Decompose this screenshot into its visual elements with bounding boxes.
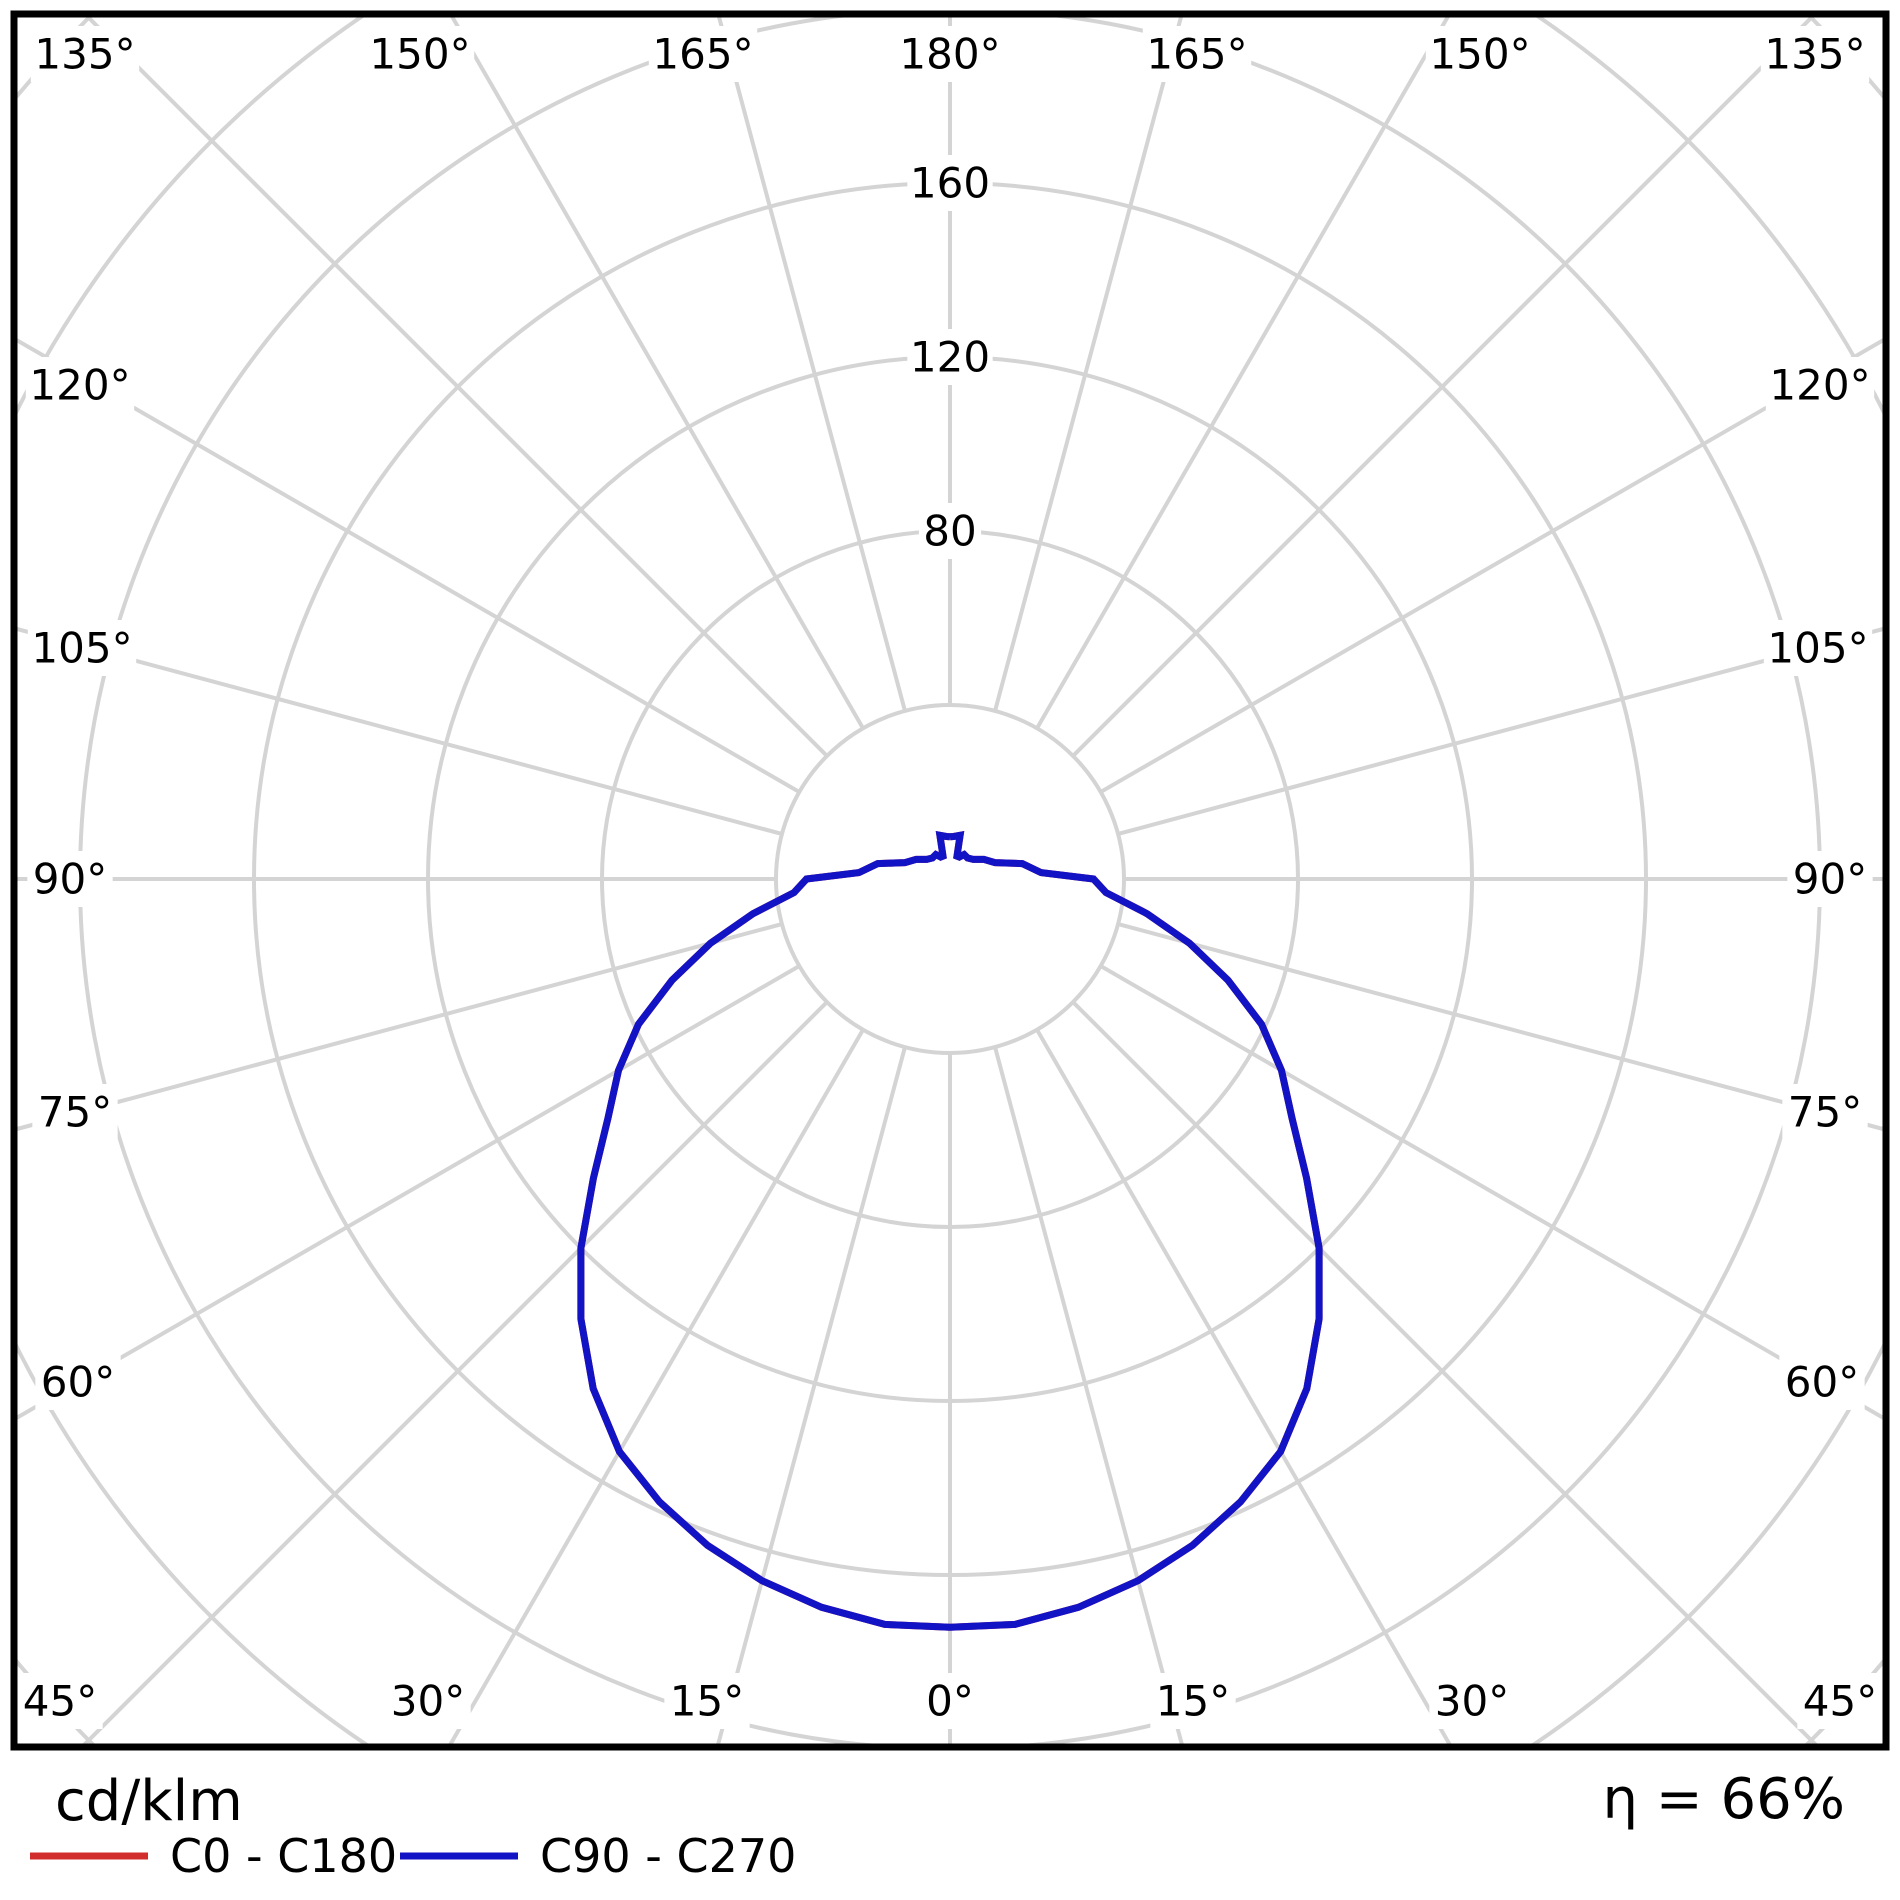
angle-label-0-23-bg bbox=[918, 1673, 982, 1729]
grid-ray-105 bbox=[1117, 626, 1883, 836]
angle-label-0-23: 0° bbox=[926, 1677, 974, 1726]
angle-label-135-5-bg bbox=[30, 26, 140, 82]
angle-label-30-20: 30° bbox=[1435, 1677, 1509, 1726]
angle-label-60-16: 60° bbox=[1785, 1358, 1859, 1407]
legend-label-c90-c270: C90 - C270 bbox=[540, 1829, 796, 1883]
angle-label-45-18-bg bbox=[1797, 1673, 1883, 1729]
angle-label-75-13: 75° bbox=[38, 1088, 112, 1137]
angle-label-90-12-bg bbox=[1787, 851, 1873, 907]
angle-label-180-0: 180° bbox=[899, 30, 1000, 79]
angle-label-165-1-bg bbox=[648, 26, 758, 82]
angle-label-60-16-bg bbox=[1779, 1354, 1865, 1410]
angle-label-150-4: 150° bbox=[1429, 30, 1530, 79]
grid-ray-285 bbox=[17, 922, 783, 1132]
angle-label-75-13-bg bbox=[32, 1084, 118, 1140]
efficiency-label: η = 66% bbox=[1603, 1767, 1845, 1832]
angle-label-105-10-bg bbox=[1763, 620, 1873, 676]
grid-ray-255 bbox=[17, 626, 783, 836]
angle-label-15-22: 15° bbox=[1156, 1677, 1230, 1726]
angle-label-90-11: 90° bbox=[33, 855, 107, 904]
angle-label-120-8-bg bbox=[1765, 357, 1875, 413]
angle-label-135-6-bg bbox=[1760, 26, 1870, 82]
radial-tick-160-bg bbox=[907, 155, 993, 211]
grid-ray-240 bbox=[17, 338, 801, 794]
intensity-curves bbox=[577, 830, 1323, 1631]
angle-label-15-22-bg bbox=[1150, 1673, 1236, 1729]
angle-label-150-4-bg bbox=[1425, 26, 1535, 82]
grid-labels: 80 120 160 180° 165° 165° 150° 150° 135° 135° 120°… bbox=[17, 26, 1883, 1729]
angle-label-135-5: 135° bbox=[34, 30, 135, 79]
angle-label-15-21-bg bbox=[664, 1673, 750, 1729]
grid-ray-300 bbox=[17, 964, 801, 1420]
footer: cd/klm η = 66% C0 - C180 C90 - C270 bbox=[30, 1767, 1845, 1883]
curve-c90-c270 bbox=[577, 830, 1323, 1631]
angle-label-165-1: 165° bbox=[652, 30, 753, 79]
angle-label-120-7: 120° bbox=[29, 361, 130, 410]
angle-label-15-21: 15° bbox=[670, 1677, 744, 1726]
angle-label-75-14-bg bbox=[1782, 1084, 1868, 1140]
radial-tick-120: 120 bbox=[910, 333, 990, 382]
angle-label-30-19-bg bbox=[385, 1673, 471, 1729]
angle-label-150-3: 150° bbox=[369, 30, 470, 79]
angle-label-165-2-bg bbox=[1142, 26, 1252, 82]
grid-ray-315 bbox=[82, 1000, 829, 1744]
angle-label-45-17: 45° bbox=[23, 1677, 97, 1726]
grid-ray-45 bbox=[1071, 1000, 1818, 1744]
grid-ray-330 bbox=[448, 1028, 865, 1744]
angle-label-180-0-bg bbox=[895, 26, 1005, 82]
grid-ray-15 bbox=[993, 1046, 1184, 1744]
angle-label-60-15: 60° bbox=[41, 1358, 115, 1407]
grid-ray-165 bbox=[993, 17, 1184, 712]
radial-tick-80: 80 bbox=[923, 507, 976, 556]
radial-tick-160: 160 bbox=[910, 159, 990, 208]
radial-tick-80-bg bbox=[918, 503, 982, 559]
angle-label-165-2: 165° bbox=[1146, 30, 1247, 79]
grid-ray-210 bbox=[450, 17, 865, 730]
grid-ray-195 bbox=[716, 17, 907, 712]
plot-frame bbox=[10, 10, 1890, 1751]
grid-ray-60 bbox=[1099, 964, 1883, 1420]
angle-label-120-8: 120° bbox=[1769, 361, 1870, 410]
angle-label-45-17-bg bbox=[17, 1673, 103, 1729]
angle-label-150-3-bg bbox=[365, 26, 475, 82]
angle-label-75-14: 75° bbox=[1788, 1088, 1862, 1137]
angle-label-45-18: 45° bbox=[1803, 1677, 1877, 1726]
grid-ray-150 bbox=[1035, 17, 1450, 730]
angle-label-105-9: 105° bbox=[31, 624, 132, 673]
angle-label-135-6: 135° bbox=[1764, 30, 1865, 79]
angle-label-30-20-bg bbox=[1429, 1673, 1515, 1729]
units-label: cd/klm bbox=[55, 1769, 243, 1834]
angle-label-30-19: 30° bbox=[391, 1677, 465, 1726]
grid-ray-120 bbox=[1099, 338, 1883, 794]
grid-ray-30 bbox=[1035, 1028, 1452, 1744]
radial-tick-120-bg bbox=[907, 329, 993, 385]
angle-label-105-9-bg bbox=[27, 620, 137, 676]
legend-label-c0-c180: C0 - C180 bbox=[170, 1829, 397, 1883]
angle-label-105-10: 105° bbox=[1767, 624, 1868, 673]
grid-ray-75 bbox=[1117, 922, 1883, 1132]
angle-label-90-11-bg bbox=[27, 851, 113, 907]
angle-label-120-7-bg bbox=[25, 357, 135, 413]
angle-label-60-15-bg bbox=[35, 1354, 121, 1410]
angle-label-90-12: 90° bbox=[1793, 855, 1867, 904]
grid-ray-345 bbox=[716, 1046, 907, 1744]
